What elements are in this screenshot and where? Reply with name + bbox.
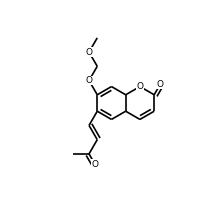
Text: O: O	[86, 76, 93, 85]
Text: O: O	[86, 48, 93, 57]
Text: O: O	[136, 82, 143, 91]
Text: O: O	[157, 80, 164, 89]
Text: O: O	[91, 160, 98, 169]
